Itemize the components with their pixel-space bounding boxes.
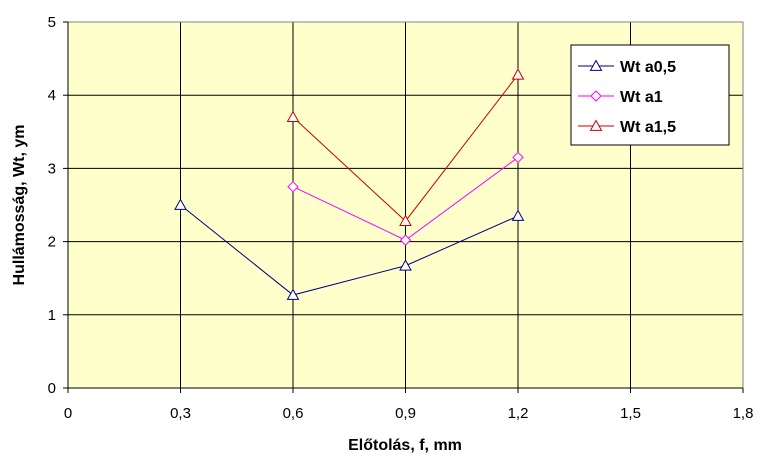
legend-item: Wt a1,5 — [578, 119, 676, 136]
legend-label: Wt a0,5 — [620, 59, 676, 76]
x-tick-label: 0,3 — [170, 405, 191, 422]
y-tick-label: 5 — [48, 14, 56, 31]
x-tick-label: 1,8 — [733, 405, 754, 422]
data-point — [286, 110, 300, 123]
legend-label: Wt a1,5 — [620, 119, 676, 136]
legend-marker — [589, 59, 603, 71]
x-tick-label: 0 — [64, 405, 72, 422]
data-point — [511, 68, 525, 80]
y-tick-label: 2 — [48, 234, 56, 251]
y-axis-title: Hullámosság, Wt, ym — [11, 125, 28, 286]
legend-item: Wt a1 — [578, 89, 663, 106]
y-tick-label: 0 — [48, 380, 56, 397]
series-line — [180, 204, 519, 296]
data-point — [286, 288, 300, 300]
series-3 — [286, 68, 525, 227]
x-tick-label: 1,2 — [508, 405, 529, 422]
legend-item: Wt a0,5 — [578, 59, 676, 76]
y-tick-label: 1 — [48, 307, 56, 324]
series-1 — [174, 198, 525, 300]
legend-marker — [590, 90, 602, 102]
legend: Wt a0,5 Wt a1 Wt a1,5 — [570, 44, 730, 146]
data-point — [287, 180, 299, 193]
data-point — [399, 259, 412, 271]
data-point — [174, 198, 187, 210]
legend-label: Wt a1 — [620, 89, 663, 106]
axes: 0 0,3 0,6 0,9 1,2 1,5 1,8 0 1 2 3 4 5 — [48, 14, 754, 422]
data-point — [399, 234, 412, 246]
data-point — [511, 209, 525, 221]
data-point — [512, 151, 524, 164]
x-tick-label: 0,6 — [283, 405, 304, 422]
x-axis-title: Előtolás, f, mm — [348, 437, 462, 454]
y-tick-label: 4 — [48, 87, 56, 104]
x-tick-label: 1,5 — [620, 405, 641, 422]
data-point — [399, 214, 412, 227]
series-group — [174, 68, 525, 300]
series-2 — [287, 151, 524, 246]
x-tick-label: 0,9 — [395, 405, 416, 422]
y-tick-label: 3 — [48, 160, 56, 177]
legend-marker — [589, 119, 603, 131]
